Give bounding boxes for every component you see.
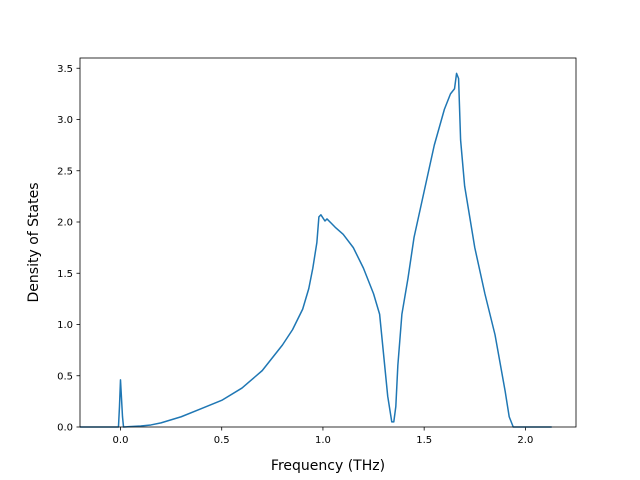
y-tick-label: 1.5 bbox=[57, 269, 73, 280]
y-tick-label: 3.5 bbox=[57, 64, 73, 75]
y-tick-label: 3.0 bbox=[57, 115, 73, 126]
plot-frame bbox=[79, 57, 577, 428]
x-axis-ticks: 0.0 0.5 1.0 1.5 2.0 bbox=[113, 427, 533, 446]
y-axis-ticks: 0.0 0.5 1.0 1.5 2.0 2.5 3.0 3.5 bbox=[57, 64, 80, 434]
x-tick-label: 1.0 bbox=[315, 435, 331, 446]
x-tick-label: 0.5 bbox=[214, 435, 230, 446]
y-tick-label: 2.0 bbox=[57, 218, 73, 229]
x-axis-label: Frequency (THz) bbox=[271, 458, 385, 474]
plot-area bbox=[80, 58, 576, 427]
y-tick-label: 2.5 bbox=[57, 166, 73, 177]
y-tick-label: 0.0 bbox=[57, 423, 73, 434]
y-axis-label: Density of States bbox=[26, 183, 42, 303]
y-tick-label: 0.5 bbox=[57, 371, 73, 382]
x-tick-label: 2.0 bbox=[517, 435, 533, 446]
y-tick-label: 1.0 bbox=[57, 320, 73, 331]
x-tick-label: 0.0 bbox=[113, 435, 129, 446]
dos-series-line bbox=[80, 72, 552, 428]
x-tick-label: 1.5 bbox=[416, 435, 432, 446]
